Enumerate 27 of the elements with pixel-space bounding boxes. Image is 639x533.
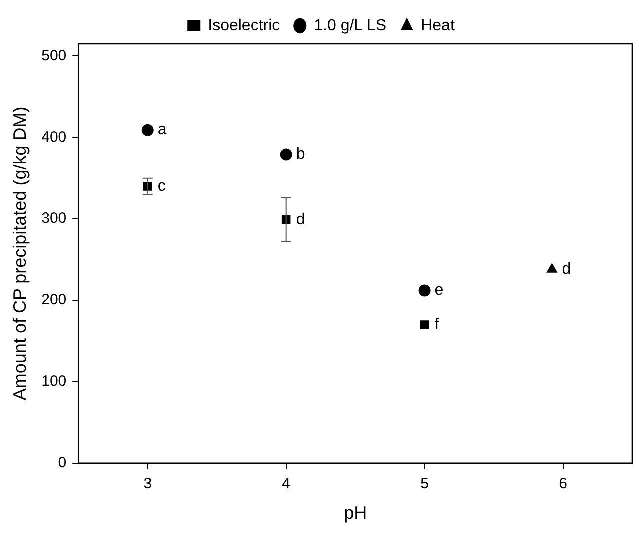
x-tick-label: 3	[144, 476, 152, 493]
y-tick-label: 500	[42, 47, 67, 64]
point	[420, 320, 430, 330]
point	[418, 284, 431, 297]
y-axis-title: Amount of CP precipitated (g/kg DM)	[10, 106, 30, 401]
annotation: f	[434, 316, 440, 334]
point	[280, 148, 292, 161]
x-axis-title: pH	[344, 503, 368, 524]
x-tick-label: 6	[559, 476, 568, 493]
point	[142, 124, 154, 136]
x-tick-label: 4	[282, 476, 290, 493]
y-tick-label: 0	[58, 454, 67, 472]
annotation: a	[158, 122, 167, 139]
legend-label: Heat	[421, 17, 456, 34]
y-tick-label: 300	[42, 210, 67, 228]
annotation: c	[158, 178, 166, 195]
annotation: d	[296, 211, 306, 228]
x-tick-label: 5	[420, 476, 429, 493]
point	[546, 264, 558, 273]
annotation: b	[296, 146, 306, 164]
legend-label: Isoelectric	[208, 17, 280, 34]
y-tick-label: 100	[42, 373, 67, 390]
annotation: d	[562, 260, 572, 278]
annotation: e	[434, 282, 444, 300]
legend-label: 1.0 g/L LS	[314, 17, 386, 34]
y-tick-label: 400	[42, 128, 67, 146]
y-tick-label: 200	[42, 292, 67, 309]
